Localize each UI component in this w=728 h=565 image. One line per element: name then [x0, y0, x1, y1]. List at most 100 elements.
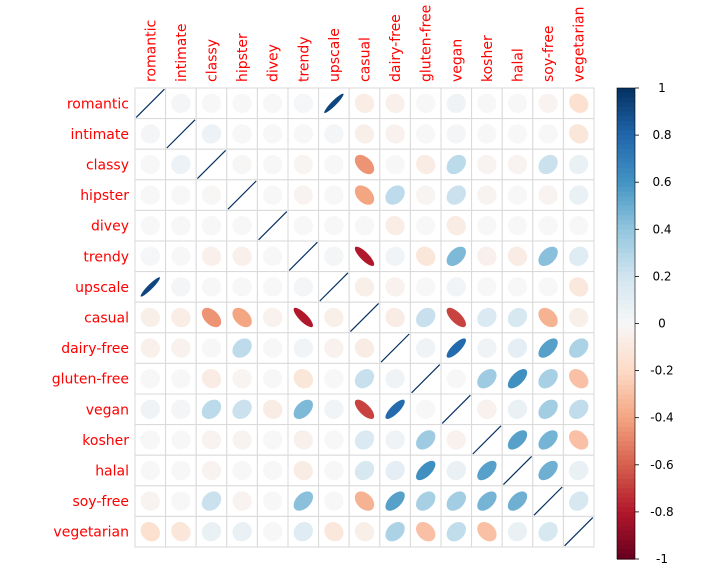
colorbar-segment	[617, 172, 635, 179]
corr-ellipse	[140, 307, 161, 328]
colorbar-segment	[617, 163, 635, 169]
corr-ellipse	[446, 460, 467, 481]
corr-ellipse	[231, 246, 253, 267]
corr-ellipse	[415, 399, 436, 420]
corr-ellipse	[293, 460, 314, 481]
corr-ellipse	[170, 521, 192, 542]
corr-ellipse	[354, 215, 375, 236]
corr-ellipse	[446, 490, 467, 512]
corr-ellipse	[507, 399, 528, 420]
corr-ellipse	[476, 215, 498, 236]
corr-ellipse	[415, 521, 436, 542]
corr-ellipse	[323, 429, 345, 451]
row-label: romantic	[67, 96, 129, 112]
colorbar-tick-label: 0.2	[652, 269, 671, 283]
column-label: dairy-free	[388, 14, 404, 82]
corr-ellipse	[323, 460, 345, 481]
corr-ellipse	[262, 307, 283, 328]
colorbar-segment	[617, 111, 635, 117]
corr-ellipse	[262, 184, 283, 206]
colorbar-segment	[617, 554, 635, 560]
corr-ellipse	[201, 460, 222, 481]
colorbar-segment	[617, 276, 635, 282]
corr-ellipse	[231, 337, 253, 359]
colorbar-tick-label: 0.4	[652, 222, 671, 236]
corr-ellipse	[354, 276, 375, 298]
corr-ellipse	[140, 215, 161, 236]
corr-ellipse	[323, 399, 345, 420]
corr-ellipse	[323, 246, 345, 267]
corr-ellipse	[446, 215, 467, 236]
colorbar-segment	[617, 304, 635, 310]
corr-ellipse	[415, 429, 436, 451]
corr-ellipse	[293, 215, 314, 236]
colorbar-segment	[617, 125, 635, 131]
colorbar-segment	[617, 398, 635, 405]
corr-ellipse	[354, 123, 375, 145]
corr-ellipse	[537, 521, 559, 542]
corr-ellipse	[262, 429, 283, 451]
corr-ellipse	[323, 215, 345, 236]
corr-ellipse	[231, 490, 253, 512]
colorbar-segment	[617, 328, 635, 334]
column-label: divey	[266, 44, 282, 82]
corr-ellipse	[140, 276, 161, 298]
column-label: vegetarian	[572, 6, 588, 82]
colorbar-segment	[617, 139, 635, 146]
colorbar-segment	[617, 384, 635, 391]
corr-ellipse	[507, 368, 528, 389]
corr-ellipse	[201, 246, 222, 267]
corr-ellipse	[293, 123, 314, 145]
colorbar: 1 0.8 0.6 0.4 0.2 0 -0.2 -0.4 -0.6 -0.8 -1	[616, 81, 674, 565]
corr-ellipse	[140, 521, 161, 542]
corr-ellipse	[507, 184, 528, 206]
colorbar-segment	[617, 290, 635, 296]
corr-ellipse	[262, 368, 283, 389]
corr-ellipse	[415, 337, 436, 359]
column-label: vegan	[449, 39, 465, 82]
corr-ellipse	[262, 460, 283, 481]
colorbar-segment	[617, 295, 635, 301]
diagonal-mark	[349, 302, 380, 333]
corr-ellipse	[231, 154, 253, 175]
row-label: vegan	[86, 402, 129, 418]
colorbar-segment	[617, 478, 635, 485]
corr-ellipse	[354, 184, 375, 206]
colorbar-segment	[617, 323, 635, 329]
colorbar-segment	[617, 219, 635, 226]
colorbar-segment	[617, 365, 635, 372]
corr-ellipse	[537, 399, 559, 420]
corr-ellipse	[507, 337, 528, 359]
corr-ellipse	[568, 399, 589, 420]
colorbar-segment	[617, 271, 635, 277]
colorbar-segment	[617, 422, 635, 428]
corr-ellipse	[354, 154, 375, 175]
corr-ellipse	[140, 337, 161, 359]
colorbar-segment	[617, 511, 635, 518]
corr-ellipse	[384, 123, 406, 145]
colorbar-segment	[617, 351, 635, 358]
corr-ellipse	[201, 184, 222, 206]
corr-ellipse	[568, 490, 589, 512]
corr-ellipse	[170, 307, 192, 328]
corr-ellipse	[323, 93, 345, 114]
corr-ellipse	[323, 184, 345, 206]
column-label: trendy	[296, 36, 312, 82]
colorbar-segment	[617, 549, 635, 555]
colorbar-tick-label: -0.4	[650, 411, 673, 425]
corr-ellipse	[476, 368, 498, 389]
colorbar-segment	[617, 102, 635, 108]
corr-ellipse	[293, 307, 314, 328]
colorbar-segment	[617, 318, 635, 325]
row-label: kosher	[82, 433, 129, 449]
colorbar-segment	[617, 314, 635, 320]
colorbar-segment	[617, 417, 635, 424]
colorbar-segment	[617, 427, 635, 433]
corr-ellipse	[476, 399, 498, 420]
grid-cell	[532, 424, 564, 456]
colorbar-tick-label: 0.6	[652, 175, 671, 189]
colorbar-segment	[617, 436, 635, 442]
corr-ellipse	[323, 521, 345, 542]
colorbar-segment	[617, 502, 635, 508]
